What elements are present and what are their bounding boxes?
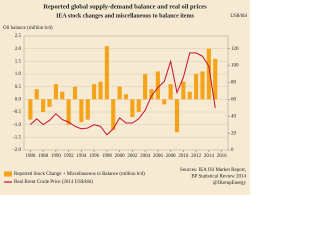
y2-tick-label: 40	[231, 114, 237, 119]
bar	[130, 99, 135, 118]
x-tick-label: 2002	[127, 154, 138, 159]
x-tick-label: 1996	[89, 154, 100, 159]
y2-tick-label: 100	[231, 64, 239, 69]
x-tick-label: 1998	[102, 154, 113, 159]
legend-swatch	[4, 171, 12, 177]
x-tick-label: 2010	[178, 154, 189, 159]
x-tick-label: 2008	[166, 154, 177, 159]
x-tick-label: 1986	[25, 154, 36, 159]
bar	[162, 99, 167, 105]
x-tick-label: 1988	[38, 154, 49, 159]
legend-label: Reported Stock Change + Miscellaneous to…	[14, 172, 145, 177]
y-tick-label: 2.5	[15, 34, 22, 39]
y2-tick-label: 20	[231, 131, 237, 136]
bar	[206, 48, 211, 100]
price-line	[30, 52, 216, 136]
chart-subtitle: IEA stock changes and miscellaneous to b…	[56, 13, 195, 19]
bar	[174, 99, 180, 133]
chart: Reported global supply-demand balance an…	[0, 0, 250, 195]
y-tick-label: 0.0	[15, 97, 22, 102]
y-tick-label: -2.0	[13, 148, 21, 153]
x-tick-label: 2004	[140, 154, 151, 159]
y-tick-label: 1.5	[15, 59, 22, 64]
chart-title: Reported global supply-demand balance an…	[43, 3, 207, 10]
y-tick-label: -1.0	[13, 123, 21, 128]
bar	[123, 94, 129, 100]
x-tick-label: 2006	[153, 154, 164, 159]
page: Reported global supply-demand balance an…	[0, 0, 250, 195]
bar	[66, 99, 71, 125]
bar	[155, 71, 160, 100]
x-tick-label: 2000	[115, 154, 126, 159]
y-tick-label: 1.0	[15, 72, 22, 77]
bar	[34, 89, 39, 100]
y2-tick-label: 120	[231, 47, 239, 52]
bar	[143, 74, 148, 100]
x-tick-label: 1994	[76, 154, 87, 159]
bar	[53, 84, 58, 100]
bar	[28, 99, 33, 120]
source-note: Sources: IEA Oil Market Report,	[180, 168, 246, 173]
y2-axis-label: US$/bbl	[230, 14, 247, 19]
bar	[98, 81, 103, 100]
y-tick-label: 2.0	[15, 47, 22, 52]
bar	[117, 86, 122, 100]
x-tick-label: 2014	[204, 154, 215, 159]
bar	[104, 46, 109, 100]
y-tick-label: 0.5	[15, 85, 22, 90]
bar	[194, 74, 199, 100]
bar	[187, 91, 192, 100]
y-axis-label: Oil balance (million b/d)	[3, 26, 53, 31]
x-tick-label: 1992	[64, 154, 75, 159]
bar	[79, 99, 84, 123]
y2-tick-label: 60	[231, 97, 237, 102]
bar	[136, 99, 141, 112]
bar	[85, 99, 90, 120]
x-tick-label: 1990	[51, 154, 62, 159]
bar	[168, 84, 173, 100]
bar	[60, 91, 65, 100]
source-note: BP Statistical Review 2014	[191, 175, 246, 180]
x-tick-label: 2012	[191, 154, 202, 159]
bar	[92, 84, 97, 100]
bar	[213, 58, 218, 100]
bar	[149, 89, 154, 100]
source-note: @JKempEnergy	[213, 181, 247, 186]
legend-label: Real Brent Crude Price (2014 US$/bbl)	[14, 180, 93, 185]
bar	[200, 71, 205, 100]
bar	[41, 99, 46, 112]
bar	[111, 99, 116, 130]
y2-tick-label: 0	[231, 148, 234, 153]
bar	[181, 81, 186, 100]
y-tick-label: -1.5	[13, 135, 21, 140]
bar	[72, 86, 78, 100]
x-tick-label: 2016	[217, 154, 228, 159]
y2-tick-label: 80	[231, 81, 237, 86]
y-tick-label: -0.5	[13, 110, 21, 115]
bar	[47, 99, 52, 107]
plot-area	[23, 35, 229, 151]
